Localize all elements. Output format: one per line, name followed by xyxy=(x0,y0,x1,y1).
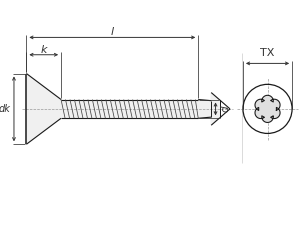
Polygon shape xyxy=(26,74,61,144)
Text: l: l xyxy=(111,27,114,37)
Text: d: d xyxy=(221,106,231,112)
Polygon shape xyxy=(211,92,220,125)
Polygon shape xyxy=(255,95,280,122)
Text: k: k xyxy=(40,45,47,55)
Text: dk: dk xyxy=(0,104,11,114)
Polygon shape xyxy=(198,99,211,118)
Polygon shape xyxy=(61,99,198,118)
Text: TX: TX xyxy=(260,48,275,58)
